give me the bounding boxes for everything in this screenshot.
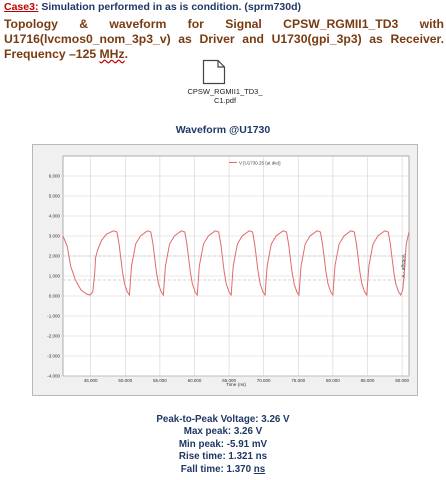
legend: V [U1730.25 (at die)]	[229, 161, 281, 166]
y-tick-label: -3.000	[47, 354, 60, 359]
attachment-filename[interactable]: CPSW_RGMII1_TD3_ C1.pdf	[180, 87, 270, 105]
document-icon[interactable]	[202, 59, 226, 85]
fall-time-value: Fall time: 1.370	[180, 463, 254, 475]
y-tick-label: 4.000	[49, 214, 61, 219]
legend-entry: V [U1730.25 (at die)]	[239, 161, 281, 166]
x-tick-label: 70.000	[257, 378, 271, 383]
x-tick-labels: 45.000 50.000 55.000 60.000 65.000 70.000 75.0…	[84, 378, 410, 383]
filename-line-1: CPSW_RGMII1_TD3_	[187, 87, 263, 96]
y-tick-label: 0.000	[49, 294, 61, 299]
x-tick-label: 90.000	[395, 378, 409, 383]
x-tick-label: 65.000	[222, 378, 236, 383]
plot-area	[62, 155, 410, 377]
x-tick-label: 55.000	[153, 378, 167, 383]
y-tick-labels: 6.000 5.000 4.000 3.000 2.000 1.000 0.000 -1.00…	[47, 174, 60, 379]
y-tick-label: 6.000	[49, 174, 61, 179]
waveform-title: Waveform @U1730	[175, 124, 271, 136]
rise-time: Rise time: 1.321 ns	[178, 451, 268, 463]
waveform-chart: 6.000 5.000 4.000 3.000 2.000 1.000 0.000 -1.00…	[32, 144, 418, 396]
y-tick-label: -1.000	[47, 314, 60, 319]
x-tick-label: 45.000	[84, 378, 98, 383]
peak-to-peak: Peak-to-Peak Voltage: 3.26 V	[156, 414, 290, 425]
frequency-unit: MHz	[99, 47, 125, 61]
min-peak: Min peak: -5.91 mV	[178, 438, 268, 450]
y-tick-label: 1.000	[49, 274, 61, 279]
heading-end: .	[124, 47, 128, 61]
waveform-plot: 6.000 5.000 4.000 3.000 2.000 1.000 0.000 -1.00…	[47, 155, 410, 388]
fall-time: Fall time: 1.370 ns	[0, 464, 446, 476]
case-label: Case3:	[4, 1, 39, 13]
y-tick-label: -4.000	[47, 374, 60, 379]
waveform-series-line	[62, 230, 410, 297]
case-description: Simulation performed in as is condition.…	[38, 1, 301, 13]
max-peak: Max peak: 3.26 V	[183, 426, 263, 438]
x-tick-label: 75.000	[291, 378, 305, 383]
x-tick-label: 60.000	[188, 378, 202, 383]
fall-time-unit: ns	[253, 463, 266, 475]
case-line: Case3: Simulation performed in as is con…	[4, 1, 301, 13]
filename-line-2: C1.pdf	[213, 96, 237, 105]
y-axis-label: Voltage - V	[400, 254, 406, 278]
x-axis-label: Time (ns)	[226, 382, 246, 388]
y-tick-label: 3.000	[49, 234, 61, 239]
measurement-summary: Peak-to-Peak Voltage: 3.26 V Max peak: 3…	[0, 414, 446, 476]
y-tick-label: 2.000	[49, 254, 61, 259]
y-tick-label: -2.000	[47, 334, 60, 339]
topology-heading: Topology & waveform for Signal CPSW_RGMI…	[4, 17, 444, 62]
heading-text: Topology & waveform for Signal CPSW_RGMI…	[4, 17, 444, 61]
grid	[63, 156, 409, 377]
x-tick-label: 80.000	[326, 378, 340, 383]
x-tick-label: 50.000	[118, 378, 132, 383]
y-tick-label: 5.000	[49, 194, 61, 199]
x-tick-label: 85.000	[361, 378, 375, 383]
